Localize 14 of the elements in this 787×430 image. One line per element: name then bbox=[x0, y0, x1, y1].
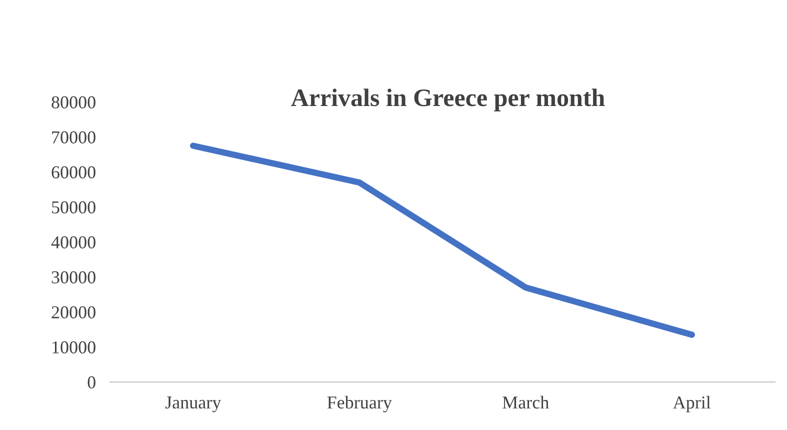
y-tick-label: 60000 bbox=[52, 166, 96, 178]
x-tick-label: March bbox=[502, 396, 549, 409]
y-tick-label: 70000 bbox=[52, 131, 96, 144]
y-tick-label: 50000 bbox=[52, 201, 96, 214]
x-tick-label: April bbox=[672, 396, 711, 412]
y-tick-label: 10000 bbox=[52, 341, 96, 354]
x-tick-label: February bbox=[327, 396, 392, 412]
x-tick-label: January bbox=[165, 396, 222, 412]
y-tick-label: 30000 bbox=[52, 271, 96, 284]
chart-title: Arrivals in Greece per month bbox=[291, 88, 605, 112]
y-tick-label: 20000 bbox=[52, 306, 96, 318]
y-tick-label: 0 bbox=[88, 376, 96, 388]
y-tick-label: 40000 bbox=[51, 236, 96, 248]
y-tick-label: 80000 bbox=[52, 96, 96, 108]
